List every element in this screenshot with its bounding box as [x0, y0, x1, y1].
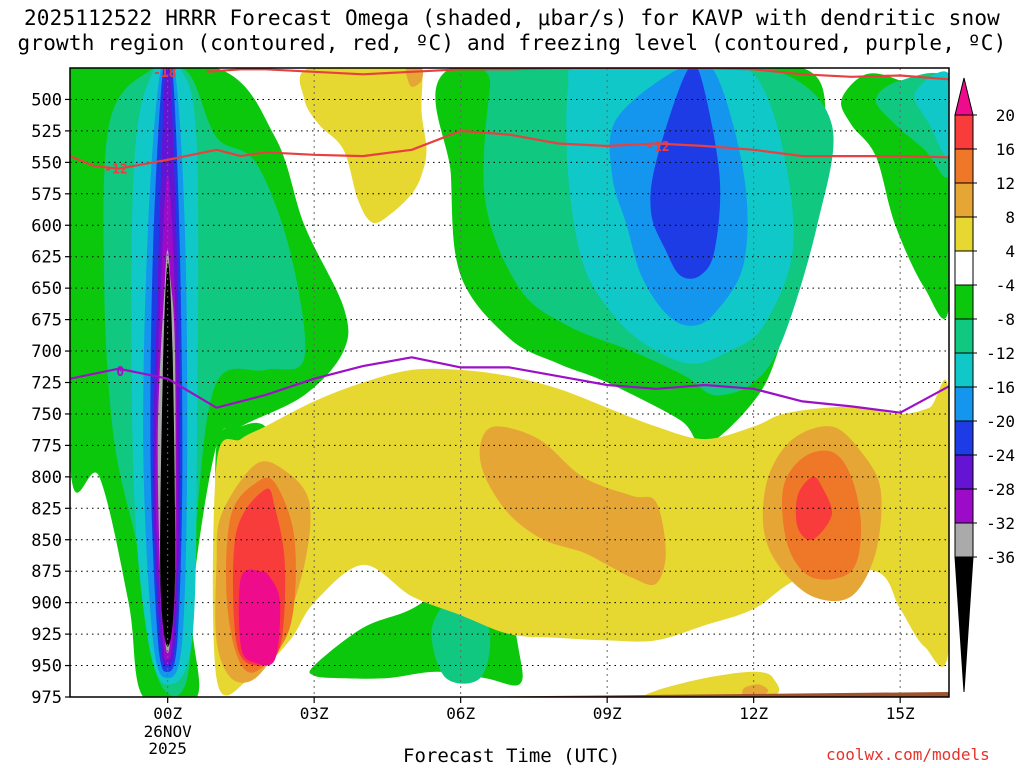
dendritic-label-top: -18	[153, 66, 177, 81]
credit-link[interactable]: coolwx.com/models	[826, 745, 990, 764]
colorbar-swatch-8	[954, 352, 974, 388]
y-tick-label-575: 575	[31, 185, 62, 205]
y-axis: 500 525 550 575 600 625 650 675 700 725 750 775 800 8…	[31, 90, 70, 708]
colorbar-swatch-1	[954, 114, 974, 150]
y-tick-label-500: 500	[31, 90, 62, 110]
y-tick-label-625: 625	[31, 248, 62, 268]
y-tick-label-950: 950	[31, 657, 62, 677]
colorbar: 20 16 12 8 4 -4 -8 -12 -16 -20 -24 -28 -32 -36	[954, 77, 1015, 693]
colorbar-swatch-2	[954, 148, 974, 184]
y-tick-label-650: 650	[31, 279, 62, 299]
freezing-level-contour	[70, 356, 949, 414]
y-tick-label-825: 825	[31, 499, 62, 519]
x-year-label: 2025	[148, 739, 187, 758]
y-tick-label-850: 850	[31, 531, 62, 551]
omega-region-20-26	[238, 569, 281, 666]
colorbar-label-2: 12	[996, 174, 1015, 193]
colorbar-swatch-13	[954, 522, 974, 558]
y-tick-label-750: 750	[31, 405, 62, 425]
colorbar-swatch-5	[954, 250, 974, 286]
title-line-2: growth region (contoured, red, ºC) and f…	[17, 31, 1007, 55]
y-tick-label-925: 925	[31, 625, 62, 645]
y-tick-label-675: 675	[31, 311, 62, 331]
colorbar-swatch-11	[954, 454, 974, 490]
omega-region-8-27	[479, 426, 666, 586]
freezing-level-label: 0	[116, 365, 124, 380]
title-line-1: 2025112522 HRRR Forecast Omega (shaded, …	[23, 6, 1001, 30]
x-axis-label: Forecast Time (UTC)	[403, 745, 621, 767]
omega-region-8-32	[742, 684, 769, 697]
colorbar-cap-bottom	[954, 556, 974, 693]
colorbar-label-7: -12	[986, 344, 1015, 363]
colorbar-label-4: 4	[1005, 242, 1015, 261]
dendritic-label-mid: -12	[646, 140, 669, 155]
colorbar-swatch-7	[954, 318, 974, 354]
omega-region--12-16	[914, 71, 949, 158]
colorbar-swatch-4	[954, 216, 974, 252]
colorbar-label-1: 16	[996, 140, 1015, 159]
dendritic-label-left: -12	[104, 163, 127, 178]
colorbar-swatch-6	[954, 284, 974, 320]
y-tick-label-700: 700	[31, 342, 62, 362]
y-tick-label-800: 800	[31, 468, 62, 488]
y-tick-label-600: 600	[31, 216, 62, 236]
colorbar-label-6: -8	[996, 310, 1015, 329]
x-tick-label-03Z: 03Z	[300, 704, 329, 723]
colorbar-swatch-12	[954, 488, 974, 524]
omega-region--20-13	[650, 68, 721, 279]
colorbar-label-12: -32	[986, 514, 1015, 533]
omega-region-4-20	[299, 68, 427, 224]
x-tick-label-12Z: 12Z	[739, 704, 768, 723]
colorbar-label-3: 8	[1005, 208, 1015, 227]
dendritic-contour--18	[206, 68, 949, 81]
x-tick-label-09Z: 09Z	[593, 704, 622, 723]
y-tick-label-975: 975	[31, 688, 62, 708]
omega-region--36-8	[160, 262, 176, 647]
contour-layer: -18 -12 -12 0	[70, 66, 949, 414]
colorbar-cap-top	[954, 77, 974, 116]
y-tick-label-525: 525	[31, 122, 62, 142]
colorbar-label-0: 20	[996, 106, 1015, 125]
colorbar-label-13: -36	[986, 548, 1015, 567]
x-tick-label-06Z: 06Z	[446, 704, 475, 723]
colorbar-swatch-9	[954, 386, 974, 422]
y-tick-label-550: 550	[31, 153, 62, 173]
colorbar-swatch-10	[954, 420, 974, 456]
colorbar-label-11: -28	[986, 480, 1015, 499]
terrain-ground	[70, 691, 949, 697]
y-tick-label-900: 900	[31, 594, 62, 614]
chart-title: 2025112522 HRRR Forecast Omega (shaded, …	[0, 6, 1024, 56]
colorbar-label-5: -4	[996, 276, 1015, 295]
colorbar-label-10: -24	[986, 446, 1015, 465]
terrain-layer	[70, 691, 949, 697]
colorbar-swatch-3	[954, 182, 974, 218]
colorbar-label-8: -16	[986, 378, 1015, 397]
x-tick-label-15Z: 15Z	[886, 704, 915, 723]
colorbar-label-9: -20	[986, 412, 1015, 431]
y-tick-label-875: 875	[31, 562, 62, 582]
x-date-label: 26NOV	[144, 722, 193, 741]
dendritic-contour--12	[70, 129, 949, 170]
y-tick-label-775: 775	[31, 436, 62, 456]
y-tick-label-725: 725	[31, 374, 62, 394]
grid-layer	[70, 68, 949, 697]
x-tick-label-00Z: 00Z	[153, 704, 182, 723]
